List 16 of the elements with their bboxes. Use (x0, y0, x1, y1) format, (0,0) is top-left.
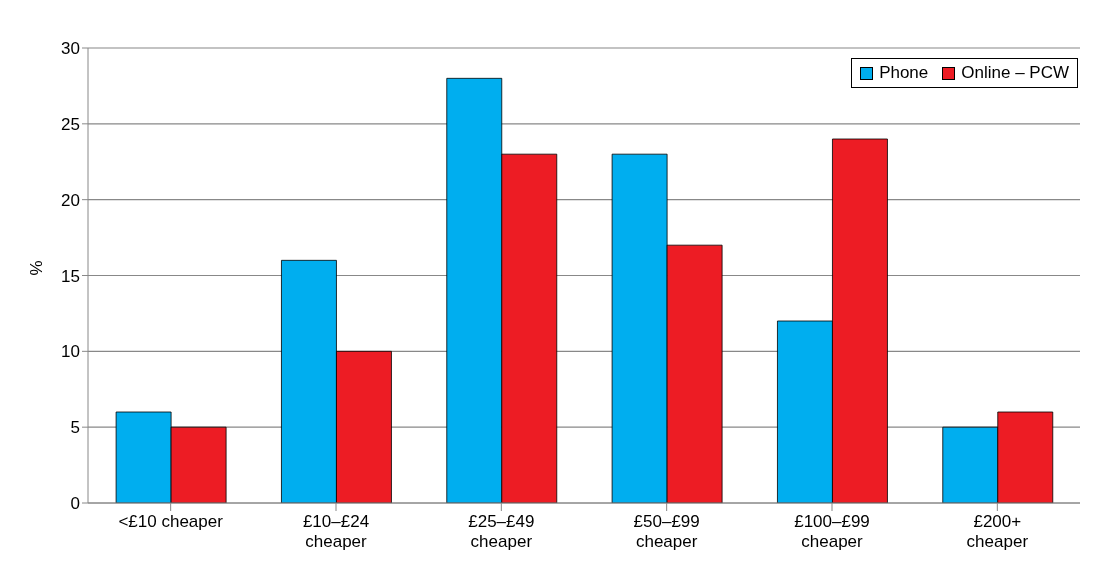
x-tick-label: £100–£99 cheaper (794, 512, 870, 551)
y-tick-label: 30 (61, 39, 80, 59)
y-tick-label: 15 (61, 266, 80, 286)
x-tick-label: <£10 cheaper (118, 512, 224, 531)
y-tick-label: 25 (61, 114, 80, 134)
y-axis-title: % (27, 260, 47, 276)
legend-label: Phone (878, 63, 929, 83)
y-tick-label: 0 (70, 494, 80, 514)
x-tick-label: £200+ cheaper (966, 512, 1029, 551)
legend-label: Online – PCW (960, 63, 1069, 83)
x-tick-label: £10–£24 cheaper (302, 512, 370, 551)
y-tick-label: 5 (70, 418, 80, 438)
y-tick-label: 20 (61, 190, 80, 210)
y-tick-label: 10 (61, 342, 80, 362)
x-tick-label: £50–£99 cheaper (633, 512, 700, 551)
x-tick-label: £25–£49 cheaper (468, 512, 535, 551)
